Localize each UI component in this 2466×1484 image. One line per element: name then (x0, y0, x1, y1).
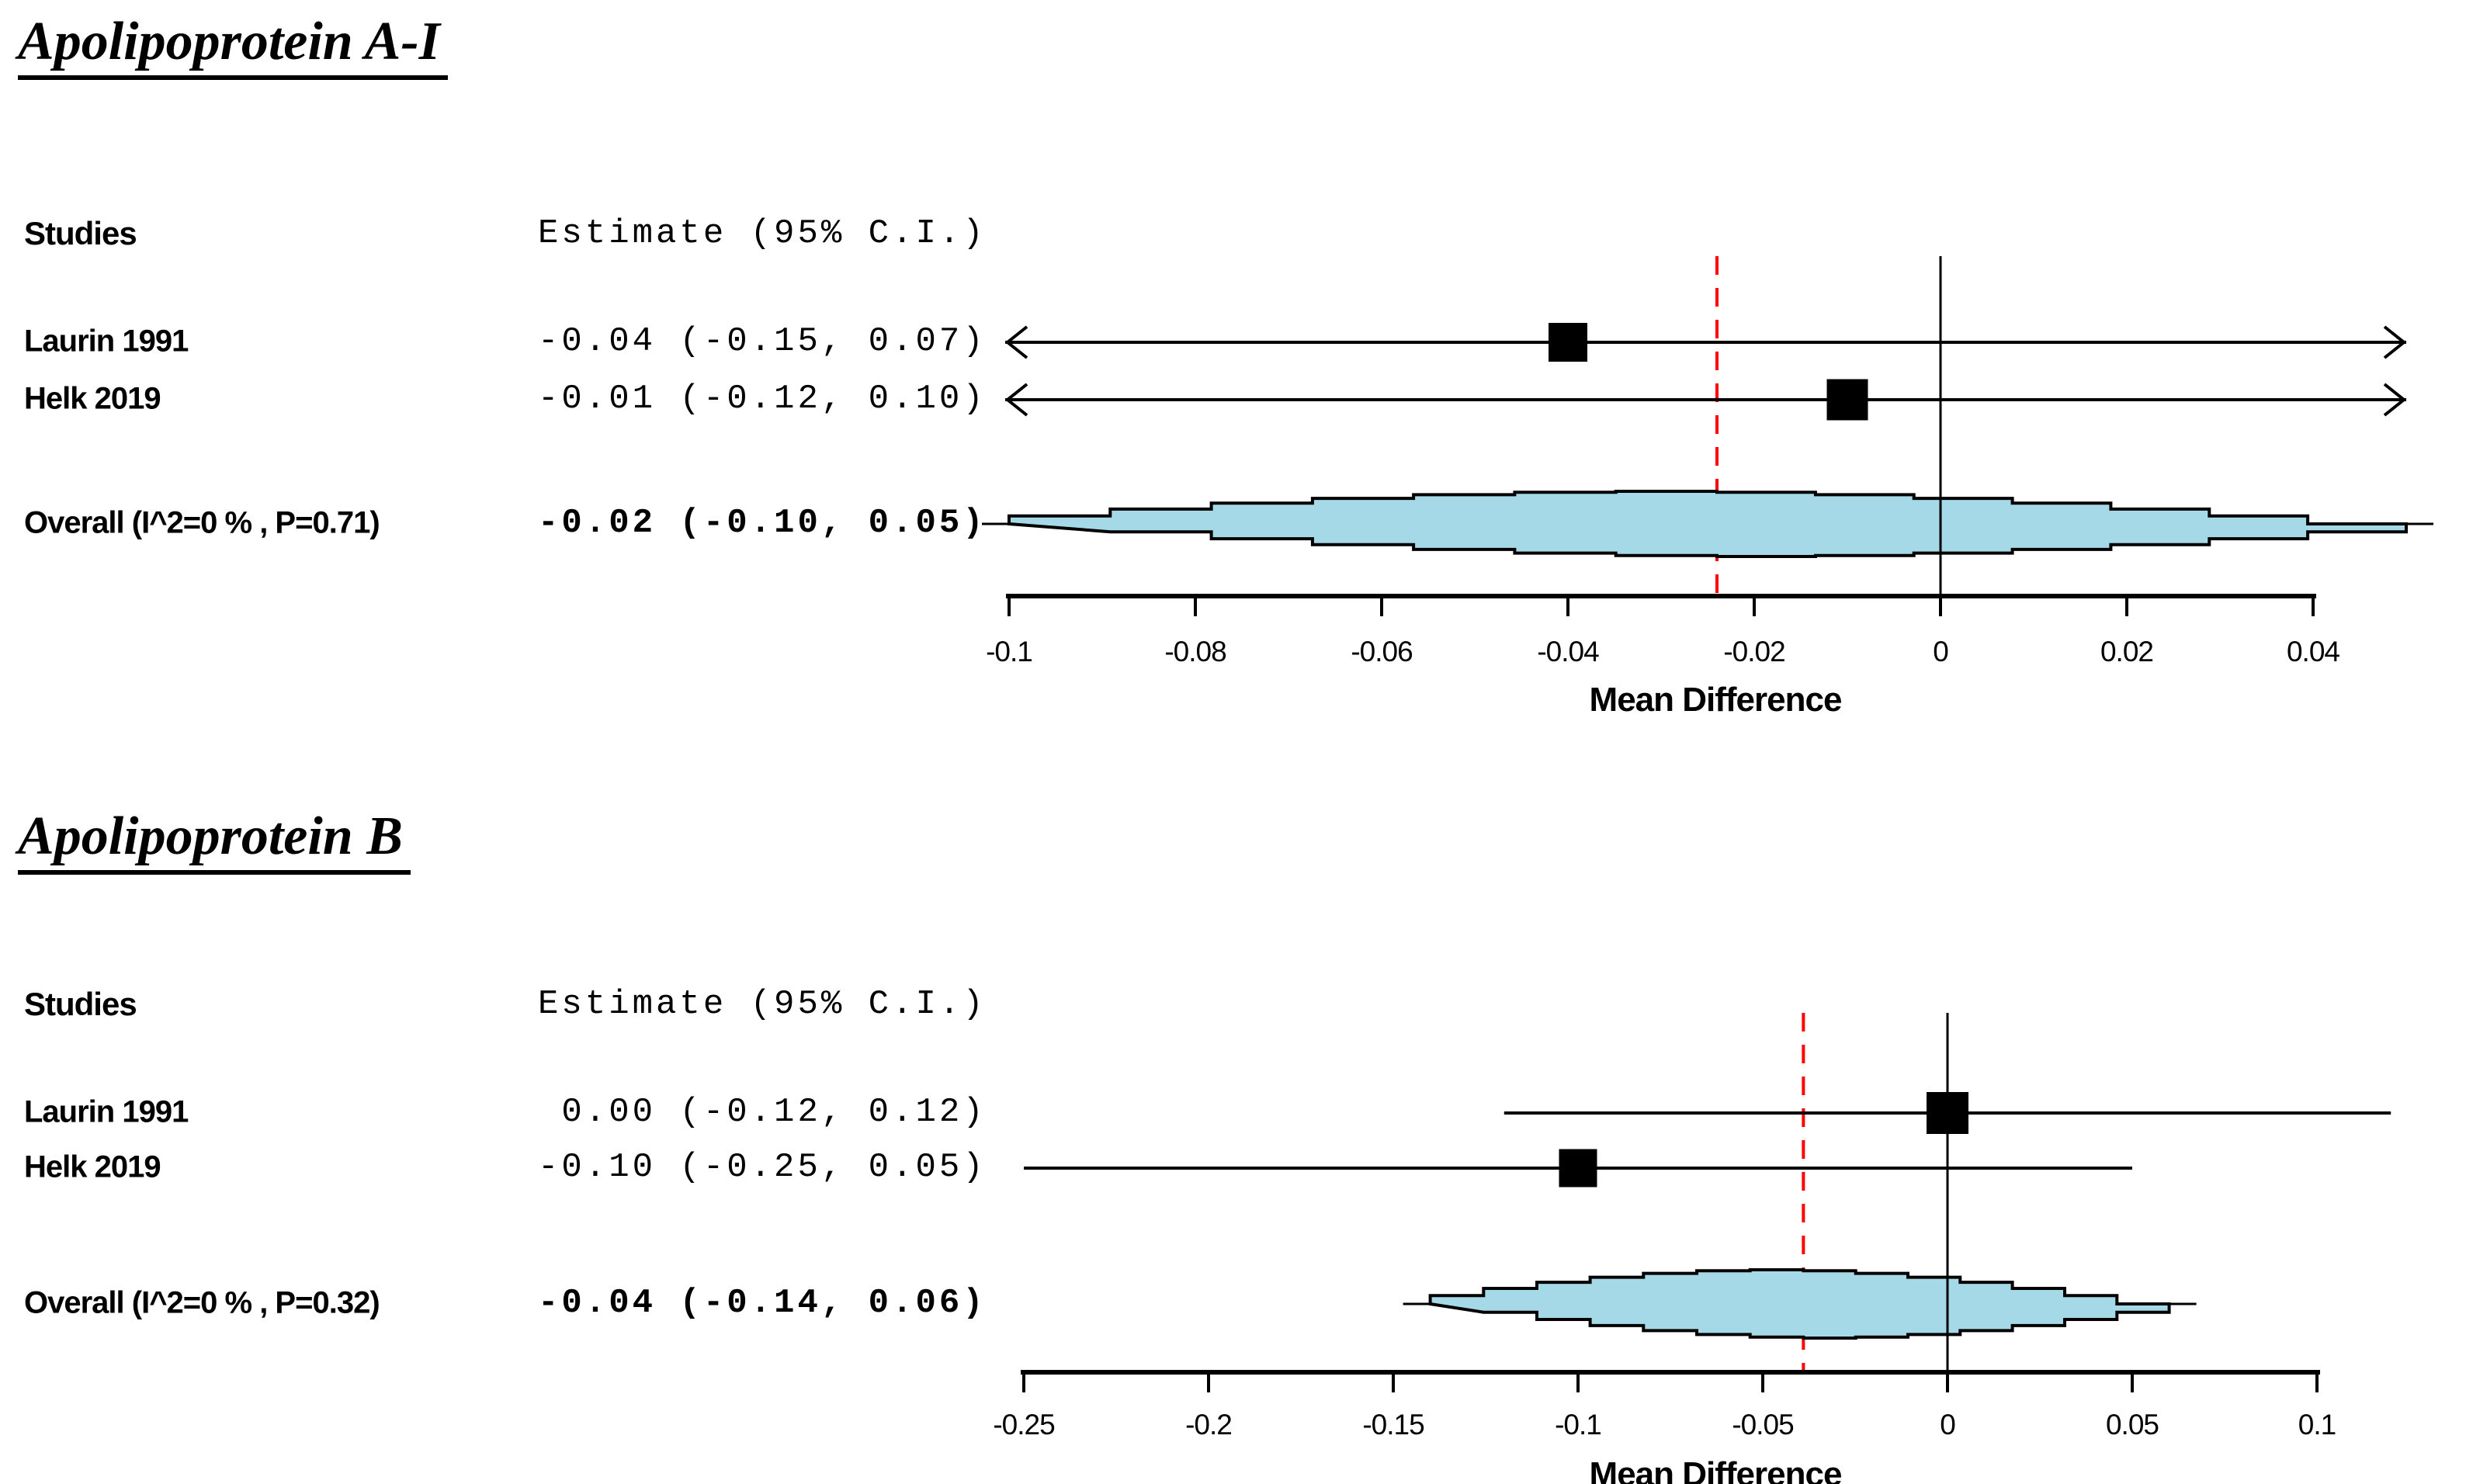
ci-arrow-left-icon (1004, 383, 1028, 417)
x-tick-label: -0.1 (1555, 1409, 1601, 1441)
x-tick-label: -0.05 (1732, 1409, 1794, 1441)
x-tick-label: -0.15 (1362, 1409, 1424, 1441)
panel1-title: Apolipoprotein A-I (18, 11, 448, 80)
panel1-study-2-label: Helk 2019 (24, 381, 161, 416)
ci-arrow-left-icon (1004, 325, 1028, 359)
study-weight-square (1826, 379, 1868, 421)
study-weight-square (1549, 323, 1587, 362)
panel2-study-2-estimate: -0.10 (-0.25, 0.05) (538, 1148, 987, 1187)
panel1-overall-label: Overall (I^2=0 % , P=0.71) (24, 505, 380, 540)
panel2-study-2-label: Helk 2019 (24, 1149, 161, 1184)
panel2-title: Apolipoprotein B (18, 806, 411, 875)
x-tick-label: -0.08 (1164, 636, 1226, 667)
x-axis-title: Mean Difference (1590, 681, 1842, 719)
x-tick-label: -0.04 (1537, 636, 1599, 667)
x-tick-label: 0.02 (2100, 636, 2153, 667)
x-tick-label: 0.04 (2287, 636, 2339, 667)
panel2-estimate-header: Estimate (95% C.I.) (538, 985, 987, 1024)
x-tick-label: -0.2 (1185, 1409, 1232, 1441)
panel2-overall-label: Overall (I^2=0 % , P=0.32) (24, 1285, 380, 1320)
panel2-overall-estimate: -0.04 (-0.14, 0.06) (538, 1284, 987, 1323)
panel1-study-1-label: Laurin 1991 (24, 324, 189, 359)
panel1-studies-header: Studies (24, 215, 137, 252)
ci-arrow-right-icon (2383, 325, 2407, 359)
x-tick-label: 0.05 (2106, 1409, 2159, 1441)
x-tick-label: -0.1 (986, 636, 1032, 667)
study-weight-square (1559, 1149, 1597, 1188)
x-tick-label: -0.25 (993, 1409, 1055, 1441)
x-tick-label: -0.06 (1351, 636, 1412, 667)
overall-diamond (1008, 490, 2408, 558)
x-tick-label: 0 (1933, 636, 1948, 667)
x-tick-label: 0 (1940, 1409, 1955, 1441)
x-tick-label: -0.02 (1723, 636, 1784, 667)
ci-arrow-right-icon (2383, 383, 2407, 417)
panel1-overall-estimate: -0.02 (-0.10, 0.05) (538, 504, 987, 543)
panel1-estimate-header: Estimate (95% C.I.) (538, 214, 987, 253)
panel1-study-2-estimate: -0.01 (-0.12, 0.10) (538, 380, 987, 418)
panel2-studies-header: Studies (24, 986, 137, 1023)
overall-diamond (1428, 1268, 2171, 1340)
panel2-study-1-estimate: 0.00 (-0.12, 0.12) (538, 1093, 987, 1132)
panel2-study-1-label: Laurin 1991 (24, 1094, 189, 1129)
x-axis-title: Mean Difference (1590, 1455, 1842, 1484)
panel1-study-1-estimate: -0.04 (-0.15, 0.07) (538, 322, 987, 361)
x-tick-label: 0.1 (2298, 1409, 2336, 1441)
